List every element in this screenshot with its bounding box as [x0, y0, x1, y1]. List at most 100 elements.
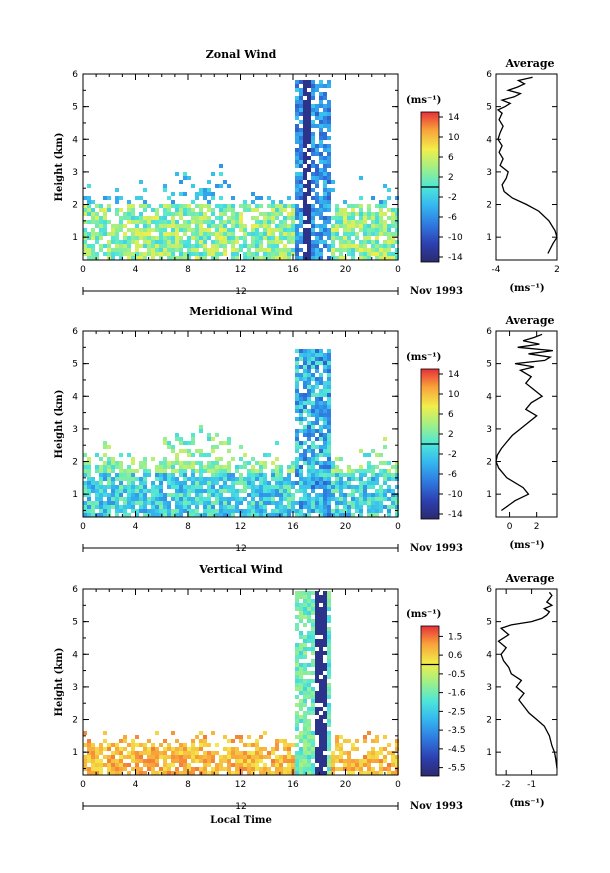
heatmap-cell [187, 763, 191, 767]
heatmap-cell [295, 381, 299, 385]
heatmap-cell [263, 236, 267, 240]
heatmap-cell [391, 212, 395, 216]
heatmap-cell [171, 445, 175, 449]
heatmap-cell [179, 481, 183, 485]
profile-x-tick-label: 0 [507, 522, 513, 532]
heatmap-cell [383, 248, 387, 252]
heatmap-cell [307, 433, 311, 437]
heatmap-cell [271, 204, 275, 208]
heatmap-cell [111, 477, 115, 481]
heatmap-cell [179, 180, 183, 184]
heatmap-cell [211, 172, 215, 176]
heatmap-cell [103, 441, 107, 445]
profile-title: Average [504, 57, 554, 70]
heatmap-cell [259, 481, 263, 485]
heatmap-cell [335, 505, 339, 509]
heatmap-cell [299, 128, 303, 132]
heatmap-cell [227, 751, 231, 755]
heatmap-cell [351, 469, 355, 473]
heatmap-cell [191, 513, 195, 517]
heatmap-cell [135, 759, 139, 763]
y-axis-label: Height (km) [54, 390, 65, 459]
heatmap-cell [319, 659, 323, 663]
heatmap-cell [163, 509, 167, 513]
heatmap-cell [231, 489, 235, 493]
heatmap-cell [115, 509, 119, 513]
heatmap-cell [187, 449, 191, 453]
heatmap-cell [239, 497, 243, 501]
heatmap-cell [179, 228, 183, 232]
heatmap-cell [395, 228, 399, 232]
heatmap-cell [311, 216, 315, 220]
heatmap-cell [335, 469, 339, 473]
heatmap-cell [307, 607, 311, 611]
heatmap-cell [375, 236, 379, 240]
heatmap-cell [299, 120, 303, 124]
heatmap-cell [111, 224, 115, 228]
heatmap-cell [239, 477, 243, 481]
heatmap-cell [139, 743, 143, 747]
heatmap-cell [347, 505, 351, 509]
heatmap-cell [263, 767, 267, 771]
heatmap-cell [315, 655, 319, 659]
heatmap-cell [295, 719, 299, 723]
profile-y-tick-label: 5 [486, 360, 492, 370]
heatmap-cell [307, 767, 311, 771]
heatmap-cell [175, 739, 179, 743]
heatmap-cell [315, 505, 319, 509]
heatmap-cell [267, 256, 271, 260]
x-axis-label: Local Time [210, 815, 272, 826]
heatmap-cell [223, 204, 227, 208]
heatmap-cell [391, 501, 395, 505]
heatmap-cell [307, 445, 311, 449]
heatmap-cell [339, 501, 343, 505]
heatmap-cell [263, 461, 267, 465]
heatmap-cell [163, 501, 167, 505]
heatmap-cell [143, 256, 147, 260]
heatmap-cell [303, 176, 307, 180]
heatmap-cell [215, 509, 219, 513]
heatmap-cell [83, 244, 87, 248]
heatmap-cell [339, 240, 343, 244]
heatmap-cell [319, 92, 323, 96]
heatmap-cell [387, 489, 391, 493]
heatmap-cell [259, 248, 263, 252]
heatmap-cell [375, 501, 379, 505]
heatmap-cell [387, 743, 391, 747]
heatmap-cell [191, 236, 195, 240]
heatmap-cell [323, 477, 327, 481]
profile-xlabel: (ms⁻¹) [509, 283, 544, 294]
heatmap-cell [183, 256, 187, 260]
heatmap-cell [295, 128, 299, 132]
heatmap-cell [255, 248, 259, 252]
heatmap-cell [323, 513, 327, 517]
heatmap-cell [303, 671, 307, 675]
heatmap-cell [263, 513, 267, 517]
heatmap-cell [247, 208, 251, 212]
colorbar-tick-label: 6 [448, 410, 454, 420]
heatmap-cell [291, 461, 295, 465]
heatmap-cell [311, 361, 315, 365]
heatmap-cell [223, 759, 227, 763]
heatmap-cell [239, 501, 243, 505]
heatmap-cell [339, 481, 343, 485]
heatmap-cell [271, 751, 275, 755]
heatmap-cell [179, 509, 183, 513]
heatmap-cell [183, 497, 187, 501]
heatmap-cell [363, 739, 367, 743]
heatmap-cell [179, 204, 183, 208]
heatmap-cell [355, 739, 359, 743]
heatmap-cell [255, 505, 259, 509]
heatmap-cell [87, 196, 91, 200]
heatmap-cell [155, 747, 159, 751]
heatmap-cell [323, 393, 327, 397]
heatmap-cell [279, 232, 283, 236]
heatmap-cell [299, 409, 303, 413]
heatmap-cell [171, 224, 175, 228]
heatmap-cell [323, 413, 327, 417]
heatmap-cell [207, 469, 211, 473]
heatmap-cell [271, 493, 275, 497]
heatmap-cell [119, 497, 123, 501]
heatmap-cell [303, 591, 307, 595]
heatmap-cell [391, 208, 395, 212]
